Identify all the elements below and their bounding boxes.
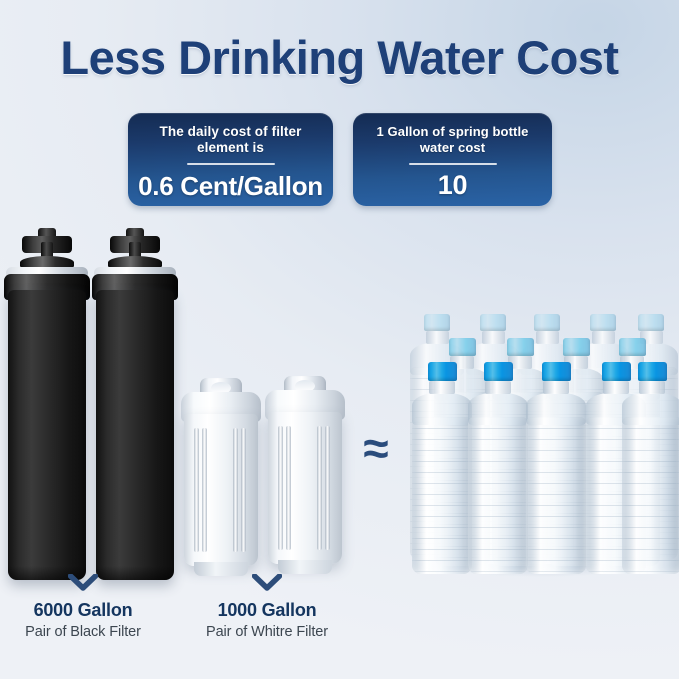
filter-rib: [324, 426, 330, 550]
bottle-neck: [603, 381, 629, 394]
chevron-down-icon: [252, 574, 282, 591]
bottle-shoulder: [622, 393, 679, 425]
water-bottle: [526, 362, 586, 574]
bottle-cap: [637, 362, 667, 381]
bottle-cap: [638, 314, 664, 331]
bottle-neck: [508, 356, 532, 369]
filter-body: [96, 290, 174, 580]
filter-rib: [285, 426, 291, 550]
bottle-neck: [425, 331, 449, 344]
filter-rib: [194, 428, 200, 552]
filter-foot: [194, 562, 248, 576]
bottle-neck: [591, 331, 615, 344]
filter-body: [8, 290, 86, 580]
bottle-neck: [429, 381, 455, 394]
bottle-shoulder: [526, 393, 586, 425]
bottle-body: [468, 417, 528, 574]
caption-black-filter: 6000 Gallon Pair of Black Filter: [0, 574, 166, 642]
bottle-neck: [485, 381, 511, 394]
filter-rib: [240, 428, 246, 552]
approximately-equal-icon: ≈: [363, 422, 389, 474]
bottle-body: [526, 417, 586, 574]
bottle-cap: [506, 338, 534, 356]
filter-rib: [232, 428, 238, 552]
bottle-body: [412, 417, 472, 574]
bottle-cap: [618, 338, 646, 356]
bottle-cap: [562, 338, 590, 356]
stat-card-bottle-cost-heading: 1 Gallon of spring bottle water cost: [376, 124, 529, 155]
filter-rib: [278, 426, 284, 550]
black-filter-left: [4, 228, 90, 580]
filter-rib: [201, 428, 207, 552]
bottle-cap: [448, 338, 476, 356]
caption-white-filter: 1000 Gallon Pair of Whitre Filter: [184, 574, 350, 642]
bottle-cap: [427, 362, 457, 381]
caption-black-filter-subtitle: Pair of Black Filter: [25, 624, 141, 640]
filter-foot: [278, 560, 332, 574]
water-bottle: [468, 362, 528, 574]
divider: [408, 163, 497, 165]
bottle-shoulder: [468, 393, 528, 425]
filter-rib: [316, 426, 322, 550]
caption-white-filter-subtitle: Pair of Whitre Filter: [206, 624, 328, 640]
black-filter-right: [92, 228, 178, 580]
caption-white-filter-title: 1000 Gallon: [217, 600, 317, 620]
bottle-neck: [535, 331, 559, 344]
white-filter-left: [181, 370, 261, 578]
bottle-neck: [481, 331, 505, 344]
bottle-cap: [601, 362, 631, 381]
filter-body: [268, 412, 342, 574]
stat-card-filter-cost-value: 0.6 Cent/Gallon: [138, 171, 323, 201]
bottle-cap: [590, 314, 616, 331]
stat-card-filter-cost: The daily cost of filter element is 0.6 …: [128, 113, 333, 206]
divider: [186, 163, 275, 165]
bottle-cap: [483, 362, 513, 381]
bottle-cap: [480, 314, 506, 331]
bottle-neck: [639, 381, 665, 394]
water-bottle: [412, 362, 472, 574]
water-bottle: [622, 362, 679, 574]
page-title: Less Drinking Water Cost: [60, 31, 619, 84]
filter-body: [184, 414, 258, 576]
white-filter-right: [265, 368, 345, 578]
bottle-cap: [541, 362, 571, 381]
bottle-cap: [424, 314, 450, 331]
stat-card-bottle-cost-value: 10: [437, 170, 468, 200]
stat-card-bottle-cost: 1 Gallon of spring bottle water cost 10: [353, 113, 552, 206]
stat-card-filter-cost-heading: The daily cost of filter element is: [159, 124, 302, 155]
caption-black-filter-title: 6000 Gallon: [33, 600, 133, 620]
chevron-down-icon: [68, 574, 98, 591]
bottle-body: [622, 417, 679, 574]
bottle-neck: [543, 381, 569, 394]
bottle-shoulder: [412, 393, 472, 425]
water-bottle-group: [408, 312, 679, 582]
bottle-cap: [534, 314, 560, 331]
